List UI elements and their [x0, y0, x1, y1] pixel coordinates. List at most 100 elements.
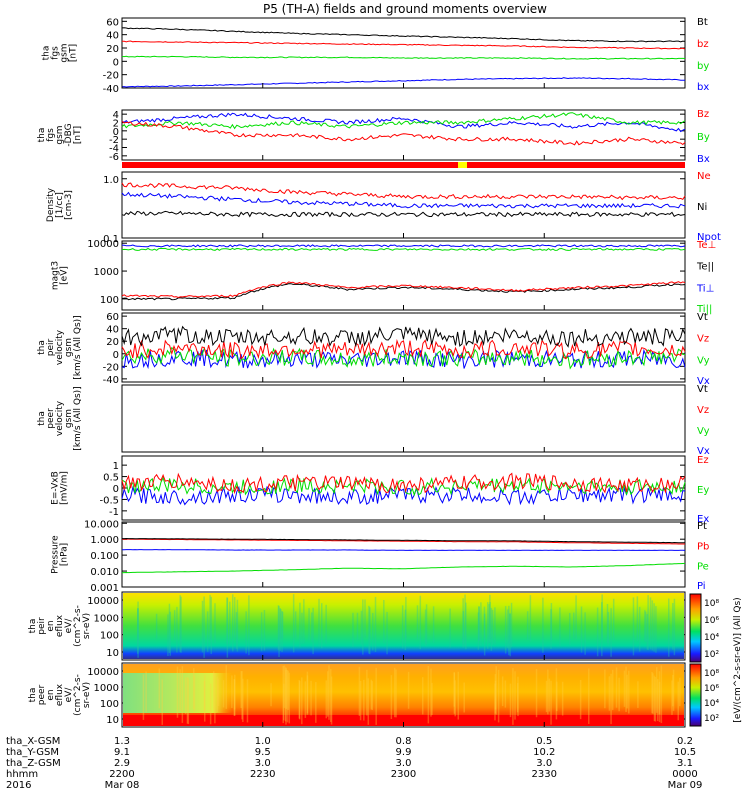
ylabel-line: peer — [37, 684, 47, 705]
y-tick-label: 1000 — [94, 613, 119, 624]
y-tick-label: -20 — [103, 71, 119, 82]
colorbar-tick: 10⁸ — [704, 599, 719, 609]
series-Pt — [122, 537, 686, 544]
x-tick-label: 10.2 — [533, 747, 555, 758]
y-tick-label: 10 — [106, 648, 119, 659]
ylabel-line: magt3 — [51, 261, 61, 290]
figure-title: P5 (TH-A) fields and ground moments over… — [263, 2, 547, 16]
ylabel-line: tha — [42, 46, 52, 61]
panel-frame — [121, 171, 686, 239]
ylabel-line: Density — [46, 187, 56, 222]
ylabel-line: E=-VxB — [51, 471, 61, 505]
y-tick-label: 40 — [106, 31, 119, 42]
series-bx — [121, 77, 686, 88]
legend-Vz: Vz — [697, 405, 709, 416]
ylabel-line: eflux — [55, 614, 65, 637]
ylabel-line: peer — [46, 408, 56, 429]
y-tick-label: -0.5 — [99, 495, 119, 506]
colorbar-tick: 10⁴ — [704, 633, 719, 643]
series-Te⊥ — [121, 244, 686, 248]
colorbar-tick: 10⁴ — [704, 699, 719, 709]
legend-Vt: Vt — [697, 312, 708, 323]
ylabel-line: peir — [37, 617, 47, 635]
legend-Pb: Pb — [697, 541, 709, 552]
series-bz — [121, 40, 686, 50]
legend-Te||: Te|| — [696, 262, 714, 273]
legend-bx: bx — [697, 82, 709, 93]
colorbar-bottom — [689, 663, 702, 727]
y-tick-label: 10000 — [87, 667, 119, 678]
legend-by: by — [697, 61, 709, 72]
x-tick-label: 9.5 — [255, 747, 271, 758]
y-tick-label: 20 — [106, 44, 119, 55]
y-tick-label: 0.100 — [90, 551, 119, 562]
panel-10: tha peer en eflux eV/(cm^2-s-sr-eV) 10000 1000… — [28, 662, 686, 728]
y-tick-label: 10.000 — [84, 519, 119, 530]
legend-bz: bz — [697, 39, 709, 50]
series-Pi — [121, 562, 686, 574]
x-row-label: 2016 — [6, 780, 31, 791]
x-tick-label: 0.8 — [396, 736, 412, 747]
x-tick-label: 0.2 — [677, 736, 693, 747]
y-tick-label: 1 — [113, 461, 119, 472]
legend-Pe: Pe — [697, 562, 709, 573]
panel-frame — [121, 17, 686, 89]
status-bar — [122, 162, 685, 168]
legend-Ne: Ne — [697, 171, 711, 182]
y-tick-label: -1 — [109, 507, 119, 518]
y-tick-label: 2 — [113, 119, 119, 130]
legend-Ey: Ey — [697, 485, 709, 496]
x-tick-label: 9.9 — [396, 747, 412, 758]
legend-Vy: Vy — [697, 426, 710, 437]
series-Vz — [121, 338, 686, 360]
series-Pe — [121, 549, 686, 551]
y-tick-label: 1000 — [94, 683, 119, 694]
ylabel-line: gsm — [55, 125, 65, 144]
x-tick-label: Mar 09 — [668, 780, 703, 791]
panel-9: tha peir en eflux eV/(cm^2-s-sr-eV) 10000 1000… — [28, 591, 686, 661]
y-tick-label: 0 — [113, 127, 119, 138]
series-Bt — [121, 27, 686, 43]
series-Npot — [121, 210, 686, 218]
panel-8: Pressure [nPa] 10.000 1.000 0.100 0.010 0.001 P… — [51, 519, 710, 594]
ylabel-line: [eV] — [60, 266, 70, 285]
ylabel-line: [nT] — [73, 126, 83, 144]
y-tick-label: 0 — [113, 57, 119, 68]
legend-Bx: Bx — [697, 154, 710, 165]
y-tick-label: -2 — [109, 135, 119, 146]
legend-Ni: Ni — [697, 202, 707, 213]
y-tick-label: 60 — [106, 17, 119, 28]
y-tick-label: 10000 — [87, 596, 119, 607]
colorbar-tick: 10⁸ — [704, 669, 719, 679]
status-bar-flag — [458, 162, 467, 168]
legend-Ti||: Ti|| — [696, 304, 712, 315]
series-By — [121, 112, 686, 130]
ylabel-line: [1/cc] — [55, 192, 65, 218]
legend-Pi: Pi — [697, 581, 706, 592]
legend-Ti⊥: Ti⊥ — [696, 283, 714, 294]
colorbar-tick: 10⁶ — [704, 616, 719, 626]
legend-Bt: Bt — [697, 17, 708, 28]
series-Vt — [121, 325, 686, 348]
ylabel-line: [km/s (All Qs)] — [73, 386, 83, 450]
panel-frame — [121, 384, 686, 453]
x-tick-label: 2.9 — [114, 758, 130, 769]
ylabel-line: eV/ — [64, 687, 74, 703]
panel-6: tha peer velocity gsm [km/s (All Qs)] Vt Vz Vy V… — [37, 384, 710, 457]
colorbar-label: [eV/(cm^2-s-sr-eV)] (All Qs) — [733, 597, 743, 722]
ylabel-line: (cm^2-s- — [73, 674, 83, 716]
legend-Vy: Vy — [697, 355, 710, 366]
x-tick-label: 3.0 — [255, 758, 271, 769]
ylabel-line: tha — [28, 619, 38, 634]
ylabel-line: tha — [37, 411, 47, 426]
legend-Te⊥: Te⊥ — [696, 240, 716, 251]
ylabel-line: gsm — [64, 338, 74, 357]
panel-3: Density [1/cc] [cm-3] 1.0 0.1 Ne Ni Npot — [46, 171, 721, 245]
ylabel-line: fgs — [51, 46, 61, 60]
legend-Ex: Ex — [697, 514, 709, 525]
spectrogram-bottom-band — [123, 715, 684, 726]
y-tick-label: -6 — [109, 152, 119, 163]
ylabel-line: sr-eV) — [82, 682, 92, 708]
y-tick-label: 100 — [100, 295, 119, 306]
series-Bx — [121, 112, 686, 133]
